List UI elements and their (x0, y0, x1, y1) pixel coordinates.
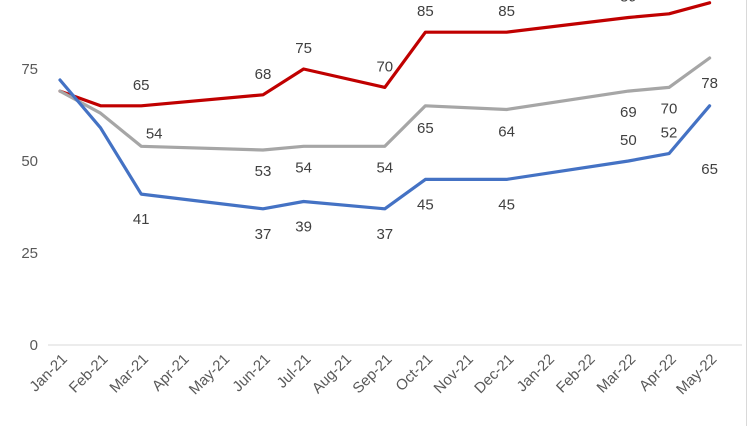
data-label: 64 (498, 123, 515, 140)
x-tick-label: Dec-21 (471, 351, 517, 397)
data-labels: 65 68 75 70 85 85 89 90 54 53 54 54 65 64 69 70 78 41 37 39… (133, 0, 718, 243)
y-tick-label: 75 (21, 61, 38, 78)
data-label: 75 (295, 40, 312, 57)
data-label: 85 (498, 3, 515, 20)
x-tick-label: Mar-21 (106, 351, 152, 397)
data-label: 54 (295, 159, 312, 176)
series-line-3 (58, 78, 712, 211)
y-axis: 0 25 50 75 (21, 61, 38, 354)
data-label: 45 (498, 196, 515, 213)
data-label: 65 (417, 120, 434, 137)
x-tick-label: Oct-21 (392, 351, 436, 395)
x-tick-label: Jan-21 (26, 351, 70, 395)
data-label: 41 (133, 211, 150, 228)
y-tick-label: 50 (21, 153, 38, 170)
data-label: 45 (417, 196, 434, 213)
y-tick-label: 25 (21, 245, 38, 262)
series-line-2 (58, 56, 712, 152)
data-label: 37 (255, 226, 272, 243)
data-label: 78 (701, 75, 718, 92)
y-tick-label: 0 (30, 337, 38, 354)
x-tick-label: May-21 (186, 351, 233, 398)
data-label: 54 (146, 125, 163, 142)
x-tick-label: Apr-22 (636, 351, 680, 395)
series-line-1 (58, 1, 712, 108)
data-label: 54 (376, 159, 393, 176)
data-label: 89 (620, 0, 637, 5)
data-label: 68 (255, 66, 272, 83)
x-tick-label: Feb-21 (66, 351, 112, 397)
x-tick-label: Nov-21 (431, 351, 477, 397)
x-tick-label: Aug-21 (309, 351, 355, 397)
x-tick-label: Apr-21 (149, 351, 193, 395)
data-label: 37 (376, 226, 393, 243)
x-tick-label: Jun-21 (229, 351, 273, 395)
x-tick-label: Sep-21 (349, 351, 395, 397)
data-label: 70 (376, 58, 393, 75)
data-label: 52 (661, 125, 678, 142)
x-tick-label: Jan-22 (514, 351, 558, 395)
data-label: 65 (133, 77, 150, 94)
data-label: 50 (620, 132, 637, 149)
x-tick-label: Feb-22 (553, 351, 599, 397)
data-label: 90 (661, 0, 678, 2)
data-label: 65 (701, 161, 718, 178)
data-label: 69 (620, 104, 637, 121)
data-label: 85 (417, 3, 434, 20)
series-layer (58, 1, 712, 211)
x-tick-label: Mar-22 (594, 351, 640, 397)
x-tick-label: May-22 (673, 351, 720, 398)
data-label: 39 (295, 218, 312, 235)
data-label: 70 (661, 100, 678, 117)
data-label: 53 (255, 163, 272, 180)
